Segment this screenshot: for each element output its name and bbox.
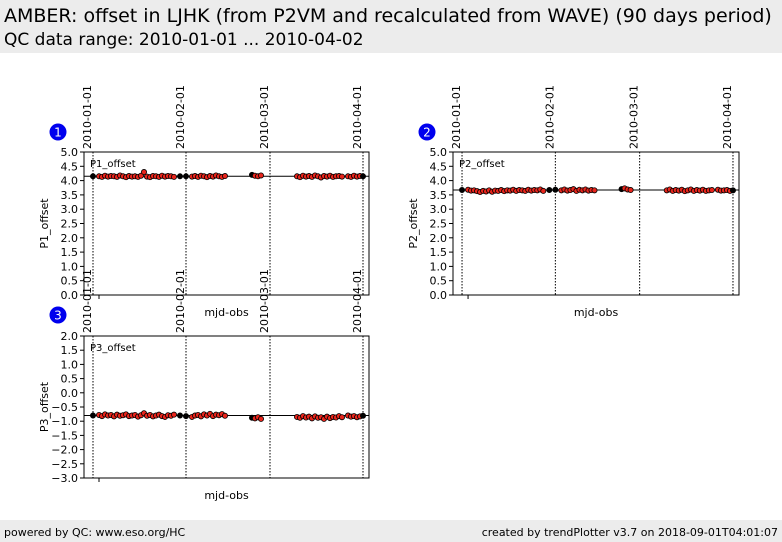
date-marker-label: 2010-02-01 — [174, 269, 187, 333]
data-point — [90, 412, 97, 419]
date-marker-label: 2010-01-01 — [450, 85, 463, 149]
panel-badge-circle — [49, 123, 67, 141]
y-tick-label: −1.0 — [51, 415, 78, 428]
data-point — [176, 173, 183, 180]
plots-svg: 10.00.51.01.52.02.53.03.54.04.55.02010-0… — [38, 85, 740, 502]
y-tick-label: 0.5 — [430, 275, 448, 288]
data-point — [627, 187, 634, 194]
y-tick-label: 3.0 — [430, 203, 448, 216]
data-point — [546, 187, 553, 194]
y-tick-label: 1.0 — [61, 358, 79, 371]
y-tick-label: 2.5 — [61, 218, 79, 231]
data-point — [591, 187, 598, 194]
y-tick-label: 2.0 — [61, 330, 79, 343]
x-axis-label: mjd-obs — [574, 306, 619, 319]
plot-frame — [452, 151, 740, 296]
data-point — [182, 413, 189, 420]
legend-label: P3_offset — [90, 343, 136, 354]
y-tick-label: −1.5 — [51, 429, 78, 442]
data-point — [140, 169, 147, 176]
data-point — [459, 187, 466, 194]
date-marker-label: 2010-03-01 — [258, 269, 271, 333]
y-tick-label: 2.5 — [430, 218, 448, 231]
y-tick-label: 0.0 — [430, 289, 448, 302]
data-point — [170, 411, 177, 418]
panel-badge-number: 2 — [423, 126, 431, 140]
y-tick-label: 0.5 — [61, 373, 79, 386]
chart-panel-3: 3−3.0−2.5−2.0−1.5−1.0−0.50.00.51.01.52.0… — [38, 269, 370, 502]
data-point — [257, 172, 264, 179]
data-point — [176, 412, 183, 419]
date-marker-label: 2010-01-01 — [81, 85, 94, 149]
date-marker-label: 2010-04-01 — [721, 85, 734, 149]
y-tick-label: 3.5 — [430, 189, 448, 202]
panel-badge-number: 1 — [54, 126, 62, 140]
y-tick-label: −2.0 — [51, 444, 78, 457]
date-marker-label: 2010-04-01 — [351, 85, 364, 149]
data-point — [90, 173, 97, 180]
y-tick-label: 3.5 — [61, 189, 79, 202]
y-tick-label: −0.5 — [51, 401, 78, 414]
panel-badge-circle — [418, 123, 436, 141]
y-tick-label: 4.0 — [430, 175, 448, 188]
y-tick-label: −2.5 — [51, 458, 78, 471]
y-tick-label: 3.0 — [61, 203, 79, 216]
page-title: AMBER: offset in LJHK (from P2VM and rec… — [4, 5, 772, 27]
date-marker-label: 2010-03-01 — [628, 85, 641, 149]
y-axis-label: P1_offset — [38, 198, 51, 249]
footer-powered-by: powered by QC: www.eso.org/HC — [4, 526, 186, 539]
date-marker-label: 2010-04-01 — [351, 269, 364, 333]
date-marker-label: 2010-02-01 — [543, 85, 556, 149]
footer-created-by: created by trendPlotter v3.7 on 2018-09-… — [481, 526, 778, 539]
y-tick-label: 5.0 — [430, 146, 448, 159]
y-tick-label: 1.0 — [61, 260, 79, 273]
legend-label: P2_offset — [459, 159, 505, 170]
chart-panel-2: 20.00.51.01.52.02.53.03.54.04.55.02010-0… — [407, 85, 740, 319]
y-axis-label: P3_offset — [38, 381, 51, 432]
y-tick-label: 1.5 — [61, 344, 79, 357]
y-tick-label: 4.5 — [430, 160, 448, 173]
y-tick-label: 1.0 — [430, 260, 448, 273]
plots-area: 1 0.0 0.5 1.0 1.5 2.0 2.5 3.0 3.5 4.0 4.5 5.0 2010-0… — [0, 53, 782, 520]
date-marker-label: 2010-02-01 — [174, 85, 187, 149]
data-point — [359, 173, 366, 180]
y-tick-label: 4.0 — [61, 175, 79, 188]
y-axis-label: P2_offset — [407, 198, 420, 249]
panel-badge-number: 3 — [54, 309, 62, 323]
data-point — [221, 173, 228, 180]
y-tick-label: 0.0 — [61, 387, 79, 400]
data-point — [182, 173, 189, 180]
data-point — [708, 187, 715, 194]
data-point — [359, 412, 366, 419]
y-tick-label: 0.5 — [61, 275, 79, 288]
date-marker-label: 2010-01-01 — [81, 269, 94, 333]
y-tick-label: 2.0 — [61, 232, 79, 245]
data-point — [540, 187, 547, 194]
y-tick-label: 5.0 — [61, 146, 79, 159]
date-marker-label: 2010-03-01 — [258, 85, 271, 149]
footer-bar: powered by QC: www.eso.org/HC created by… — [0, 520, 782, 542]
header-bar: AMBER: offset in LJHK (from P2VM and rec… — [0, 0, 782, 53]
data-point — [552, 186, 559, 193]
chart-panel-1: 10.00.51.01.52.02.53.03.54.04.55.02010-0… — [38, 85, 370, 319]
data-point — [170, 173, 177, 180]
qc-data-range: QC data range: 2010-01-01 ... 2010-04-02 — [4, 30, 364, 50]
y-tick-label: 4.5 — [61, 160, 79, 173]
data-point — [257, 415, 264, 422]
data-point — [729, 187, 736, 194]
y-tick-label: 2.0 — [430, 232, 448, 245]
y-tick-label: 1.5 — [61, 246, 79, 259]
x-axis-label: mjd-obs — [204, 489, 249, 502]
panel-badge-circle — [49, 306, 67, 324]
data-point — [221, 412, 228, 419]
y-tick-label: −3.0 — [51, 472, 78, 485]
y-tick-label: 1.5 — [430, 246, 448, 259]
plot-frame — [83, 335, 370, 479]
x-axis-label: mjd-obs — [204, 306, 249, 319]
y-tick-label: 0.0 — [61, 289, 79, 302]
data-point — [338, 414, 345, 421]
data-point — [338, 173, 345, 180]
legend-label: P1_offset — [90, 159, 136, 170]
